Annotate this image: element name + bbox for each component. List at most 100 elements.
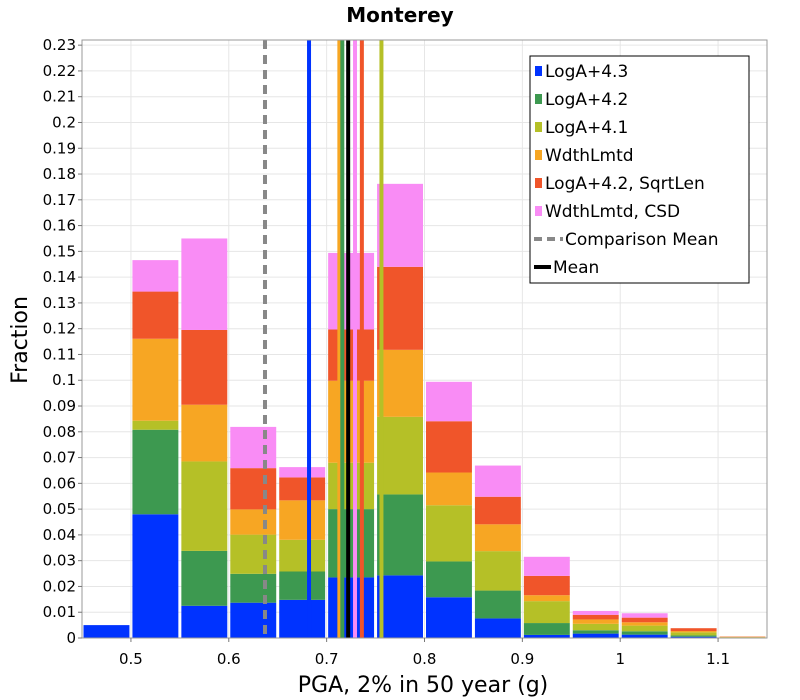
bar-segment-1-bin-9 xyxy=(474,618,521,638)
bar-segment-2-bin-12 xyxy=(621,631,668,635)
bar-segment-4-bin-9 xyxy=(474,524,521,552)
bar-segment-3-bin-3 xyxy=(181,461,228,551)
legend-swatch xyxy=(535,66,542,76)
y-tick-label: 0.04 xyxy=(43,526,76,544)
bar-segment-6-bin-4 xyxy=(230,426,277,469)
bar-segment-6-bin-5 xyxy=(279,467,326,478)
legend-label: Mean xyxy=(553,258,599,278)
bar-segment-6-bin-3 xyxy=(181,238,228,330)
y-tick-label: 0.1 xyxy=(52,371,76,389)
legend-swatch xyxy=(535,178,542,188)
mean-lines xyxy=(262,40,384,638)
x-tick-label: 0.9 xyxy=(510,650,534,668)
bar-segment-5-bin-3 xyxy=(181,329,228,405)
x-axis-label: PGA, 2% in 50 year (g) xyxy=(298,673,549,698)
bar-segment-2-bin-11 xyxy=(572,630,619,634)
legend-label: LogA+4.2, SqrtLen xyxy=(545,174,705,194)
bar-segment-1-bin-11 xyxy=(572,633,619,638)
legend-swatch xyxy=(535,206,542,216)
bar-segment-6-bin-8 xyxy=(426,381,472,422)
y-tick-label: 0.15 xyxy=(43,242,76,260)
bar-segment-5-bin-8 xyxy=(426,421,472,473)
bar-segment-4-bin-12 xyxy=(621,622,668,626)
y-tick-label: 0.03 xyxy=(43,552,76,570)
bar-segment-2-bin-13 xyxy=(670,635,717,637)
bar-segment-1-bin-6 xyxy=(328,577,375,638)
bar-segment-4-bin-8 xyxy=(426,472,472,506)
x-tick-label: 1 xyxy=(615,650,625,668)
y-tick-label: 0 xyxy=(66,629,76,647)
bar-segment-6-bin-12 xyxy=(621,613,668,618)
y-tick-label: 0.08 xyxy=(43,423,76,441)
bar-segment-3-bin-5 xyxy=(279,539,326,572)
y-axis-ticks: 0 0.01 0.02 0.03 0.04 0.05 0.06 0.07 0.08 0.09 0.1… xyxy=(43,36,82,647)
legend-swatch xyxy=(535,122,542,132)
bar-segment-6-bin-6 xyxy=(328,252,375,330)
bar-segment-3-bin-10 xyxy=(523,601,570,624)
bar-segment-2-bin-7 xyxy=(377,494,423,576)
y-tick-label: 0.11 xyxy=(43,345,76,363)
bar-segment-3-bin-8 xyxy=(426,505,472,562)
bar-segment-1-bin-4 xyxy=(230,602,277,638)
bar-segment-1-bin-8 xyxy=(426,597,472,638)
bar-segment-2-bin-2 xyxy=(132,429,179,515)
y-tick-label: 0.14 xyxy=(43,268,76,286)
y-tick-label: 0.07 xyxy=(43,449,76,467)
chart-title: Monterey xyxy=(346,3,453,27)
y-tick-label: 0.2 xyxy=(52,113,76,131)
bar-segment-6-bin-11 xyxy=(572,610,619,615)
y-axis-label: Fraction xyxy=(8,296,33,384)
bar-segment-6-bin-9 xyxy=(474,465,521,497)
bar-segment-4-bin-13 xyxy=(670,631,717,633)
bar-segment-1-bin-12 xyxy=(621,634,668,638)
bar-segment-2-bin-4 xyxy=(230,573,277,603)
x-tick-label: 1.1 xyxy=(706,650,730,668)
bar-segment-4-bin-11 xyxy=(572,619,619,624)
y-tick-label: 0.13 xyxy=(43,294,76,312)
bar-segment-5-bin-5 xyxy=(279,477,326,501)
bar-segment-2-bin-10 xyxy=(523,623,570,635)
bar-segment-4-bin-5 xyxy=(279,500,326,540)
bar-segment-1-bin-1 xyxy=(83,625,130,638)
bar-segment-5-bin-7 xyxy=(377,266,423,350)
bar-segment-5-bin-2 xyxy=(132,291,179,339)
bar-segment-1-bin-5 xyxy=(279,599,326,638)
legend-label: LogA+4.3 xyxy=(545,62,628,82)
bar-segment-1-bin-13 xyxy=(670,636,717,638)
bar-segment-4-bin-2 xyxy=(132,338,179,421)
y-tick-label: 0.09 xyxy=(43,397,76,415)
legend-label: WdthLmtd, CSD xyxy=(545,202,680,222)
bar-segment-5-bin-6 xyxy=(328,329,375,381)
bar-segment-1-bin-2 xyxy=(132,514,179,638)
legend-label: LogA+4.2 xyxy=(545,90,628,110)
x-axis-ticks: 0.5 0.6 0.7 0.8 0.9 1 1.1 xyxy=(119,638,730,668)
y-tick-label: 0.05 xyxy=(43,500,76,518)
bar-segment-3-bin-7 xyxy=(377,416,423,495)
legend-label: LogA+4.1 xyxy=(545,118,628,138)
bar-segment-5-bin-10 xyxy=(523,575,570,596)
legend-box xyxy=(529,55,750,284)
bar-segment-2-bin-3 xyxy=(181,550,228,606)
bar-segment-4-bin-7 xyxy=(377,349,423,417)
y-tick-label: 0.12 xyxy=(43,320,76,338)
legend-swatch xyxy=(535,150,542,160)
bar-segment-2-bin-8 xyxy=(426,561,472,598)
bar-segment-5-bin-11 xyxy=(572,614,619,620)
bar-segment-2-bin-5 xyxy=(279,571,326,600)
bar-segment-6-bin-10 xyxy=(523,556,570,576)
bar-segment-4-bin-10 xyxy=(523,595,570,602)
bar-segment-4-bin-4 xyxy=(230,509,277,535)
bar-segment-3-bin-6 xyxy=(328,462,375,510)
x-tick-label: 0.6 xyxy=(217,650,241,668)
bar-segment-3-bin-4 xyxy=(230,534,277,574)
bar-segment-2-bin-9 xyxy=(474,590,521,619)
y-tick-label: 0.06 xyxy=(43,474,76,492)
y-tick-label: 0.01 xyxy=(43,603,76,621)
bar-segment-3-bin-9 xyxy=(474,551,521,591)
x-tick-label: 0.8 xyxy=(413,650,437,668)
bar-segment-3-bin-13 xyxy=(670,632,717,636)
legend: LogA+4.3 LogA+4.2 LogA+4.1 WdthLmtd LogA+4.2… xyxy=(529,55,750,284)
y-tick-label: 0.18 xyxy=(43,165,76,183)
bar-segment-5-bin-13 xyxy=(670,628,717,632)
